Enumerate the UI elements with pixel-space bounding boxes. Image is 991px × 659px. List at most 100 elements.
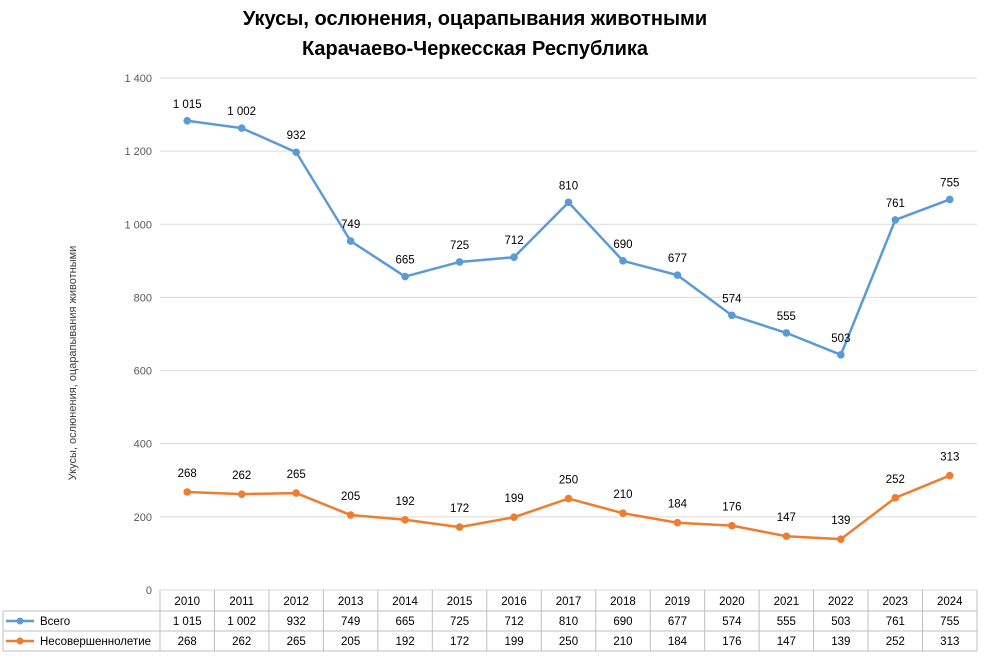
data-label: 712 [504,235,523,247]
x-tick-label: 2013 [338,596,364,608]
data-point [183,116,192,125]
table-cell: 313 [940,636,959,648]
data-point [945,195,954,204]
data-point [619,509,627,517]
x-tick-label: 2016 [501,596,527,608]
x-tick-label: 2023 [883,596,909,608]
x-tick-label: 2020 [719,596,745,608]
data-label: 176 [722,502,741,514]
data-label: 574 [722,293,742,305]
data-point [455,523,464,531]
data-point [237,490,246,498]
data-point [346,237,355,245]
data-point [183,488,192,496]
y-tick-label: 1 200 [124,146,152,158]
data-label: 665 [396,255,415,267]
table-cell: 262 [232,636,251,648]
data-point [837,351,845,359]
table-cell: 205 [341,636,360,648]
data-label: 725 [450,240,469,252]
table-cell: 199 [504,636,523,648]
table-cell: 712 [504,616,523,628]
data-label: 677 [668,253,687,265]
data-label: 265 [287,469,306,481]
data-label: 755 [940,177,959,189]
data-label: 761 [886,198,905,210]
x-tick-label: 2015 [447,596,473,608]
data-point [401,272,409,281]
y-tick-label: 600 [134,366,152,378]
data-point [782,532,791,541]
data-point [346,511,355,519]
data-label: 262 [232,470,251,482]
data-point [728,521,736,530]
table-cell: 172 [450,636,469,648]
data-label: 268 [178,468,197,480]
table-cell: 139 [831,636,850,648]
data-point [401,515,409,524]
data-label: 252 [886,474,905,486]
series-line-1 [187,119,951,357]
x-tick-label: 2018 [610,596,636,608]
table-cell: 176 [722,636,741,648]
data-point [837,535,845,543]
table-cell: 932 [287,616,306,628]
data-label: 749 [341,219,360,231]
x-tick-label: 2024 [937,596,963,608]
x-tick-label: 2011 [229,596,254,608]
x-tick-label: 2010 [174,596,200,608]
legend-label: Несовершеннолетие [40,636,151,648]
data-label: 172 [450,503,469,515]
legend-label: Всего [40,616,70,628]
data-label: 932 [287,130,306,142]
table-cell: 192 [396,636,415,648]
y-tick-label: 200 [134,512,152,524]
data-label: 810 [559,180,578,192]
x-tick-label: 2019 [665,596,691,608]
data-point [673,271,682,279]
table-cell: 1 015 [173,616,202,628]
y-tick-label: 400 [134,439,152,451]
table-cell: 665 [396,616,415,628]
legend-marker [16,637,24,645]
table-cell: 268 [178,636,197,648]
table-cell: 503 [831,616,850,628]
data-point [728,311,736,320]
table-cell: 749 [341,616,360,628]
data-point [619,257,627,265]
table-cell: 725 [450,616,469,628]
data-point [673,518,682,527]
data-label: 205 [341,491,360,503]
table-cell: 677 [668,616,687,628]
data-label: 1 015 [173,99,202,111]
data-label: 555 [777,311,796,323]
data-label: 192 [396,496,415,508]
data-point [455,258,464,266]
data-point [292,489,300,497]
data-point [510,253,518,261]
legend-marker [16,617,24,625]
y-tick-label: 800 [134,292,152,304]
x-tick-label: 2017 [556,596,582,608]
table-cell: 555 [777,616,796,628]
data-point [891,216,900,224]
chart-subtitle: Карачаево-Черкесская Республика [301,38,649,60]
data-label: 1 002 [227,106,256,118]
data-point [782,329,791,337]
table-cell: 250 [559,636,578,648]
data-point [945,471,954,480]
y-tick-label: 0 [146,585,152,597]
table-cell: 252 [886,636,905,648]
table-cell: 810 [559,616,578,628]
table-cell: 690 [613,616,632,628]
data-point [237,124,246,132]
table-cell: 574 [722,616,742,628]
data-label: 690 [613,239,632,251]
data-label: 313 [940,452,959,464]
table-cell: 755 [940,616,959,628]
data-label: 210 [613,489,632,501]
data-label: 184 [668,499,688,511]
data-point [510,513,518,522]
table-cell: 210 [613,636,632,648]
table-cell: 184 [668,636,688,648]
